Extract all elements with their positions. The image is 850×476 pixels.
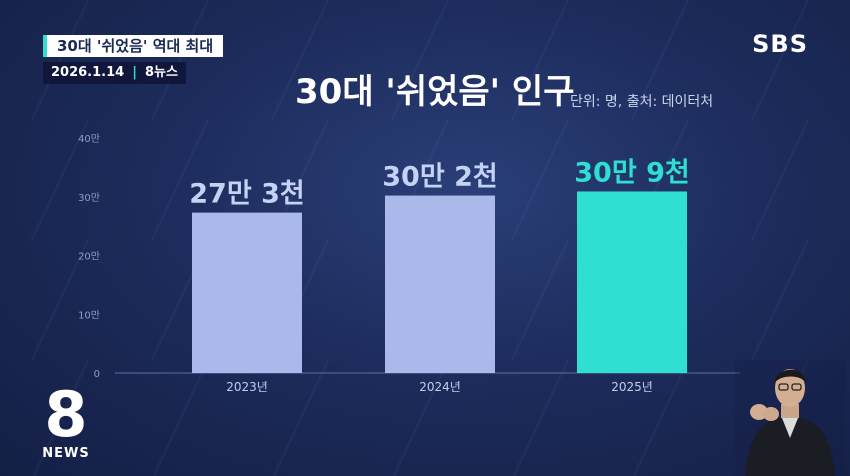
8news-logo: 8 NEWS: [40, 384, 92, 464]
y-tick-label-1: 10만: [78, 309, 100, 321]
bar-2: [577, 191, 687, 373]
8news-logo-number: 8: [44, 378, 88, 451]
date-bar: 2026.1.14 | 8뉴스: [43, 62, 186, 84]
topic-badge: 30대 '쉬었음' 역대 최대: [43, 35, 224, 57]
program-name: 8뉴스: [144, 65, 178, 80]
data-label-2: 30만 9천: [574, 157, 689, 188]
y-tick-label-3: 30만: [78, 192, 100, 204]
bar-0: [192, 212, 302, 373]
unit-note: 단위: 명, 출처: 데이터처: [570, 94, 714, 110]
8news-logo-word: NEWS: [42, 446, 90, 461]
sign-language-interpreter: [735, 360, 845, 476]
x-tick-label-1: 2024년: [419, 380, 461, 394]
bar-1: [385, 195, 495, 373]
chart-title: 30대 '쉬었음' 인구: [295, 72, 575, 112]
data-label-0: 27만 3천: [189, 179, 304, 210]
x-tick-label-2: 2025년: [611, 380, 653, 394]
x-tick-label-0: 2023년: [226, 380, 268, 394]
broadcast-date: 2026.1.14: [51, 65, 125, 80]
y-tick-label-4: 40만: [78, 133, 100, 145]
y-tick-label-0: 0: [94, 369, 100, 380]
sbs-logo: SBS: [752, 30, 808, 58]
y-tick-label-2: 20만: [78, 251, 100, 263]
data-label-1: 30만 2천: [382, 162, 497, 193]
date-separator: |: [132, 65, 137, 80]
